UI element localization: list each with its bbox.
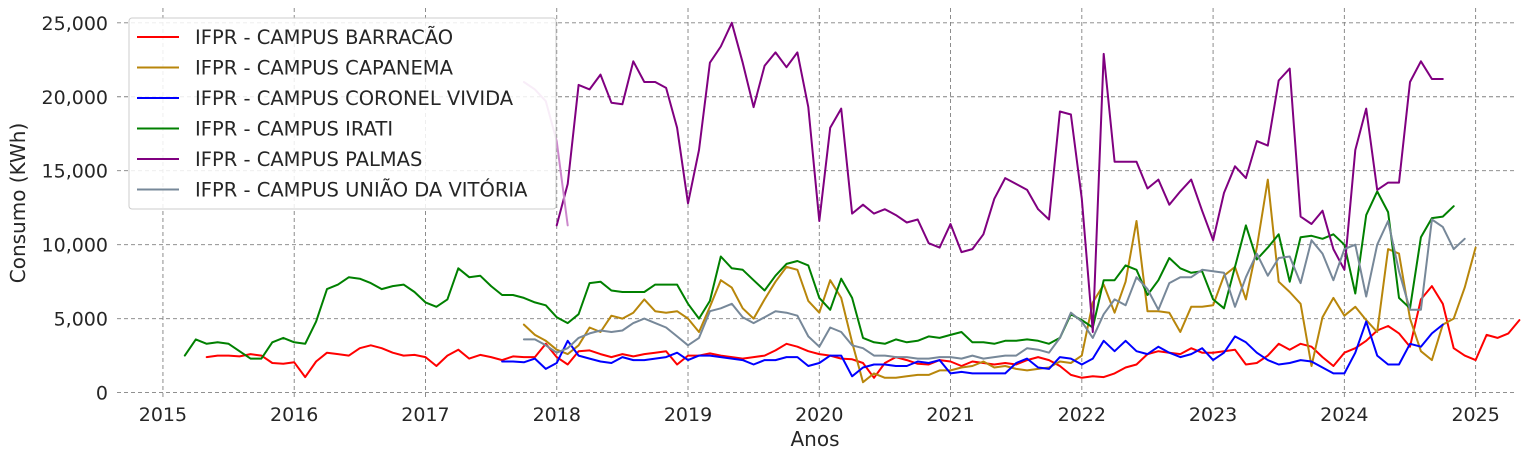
x-tick-labels: 2015 2016 2017 2018 2019 2020 2021 2022 2023 2024… [139,404,1500,426]
y-tick-label: 0 [96,383,108,405]
series-line-4 [555,21,1444,333]
series-line-1 [522,178,1477,384]
y-tick-label: 10,000 [42,235,108,257]
x-tick-label: 2024 [1320,404,1368,426]
legend-label: IFPR - CAMPUS UNIÃO DA VITÓRIA [195,178,528,202]
legend-box [128,17,557,210]
x-tick-label: 2022 [1058,404,1106,426]
y-tick-label: 25,000 [42,13,108,35]
y-axis-title: Consumo (KWh) [6,123,30,284]
legend-label: IFPR - CAMPUS CORONEL VIVIDA [195,87,514,110]
y-tick-label: 20,000 [42,87,108,109]
x-tick-label: 2018 [533,404,581,426]
legend-label: IFPR - CAMPUS BARRACÃO [195,26,453,49]
legend: IFPR - CAMPUS BARRACÃO IFPR - CAMPUS CAPA… [128,17,557,210]
x-tick-label: 2021 [926,404,974,426]
legend-label: IFPR - CAMPUS PALMAS [195,148,422,171]
x-tick-label: 2020 [795,404,843,426]
x-tick-label: 2016 [270,404,318,426]
series-line-0 [205,285,1521,379]
y-tick-labels: 0 5,000 10,000 15,000 20,000 25,000 [42,13,108,405]
series-line-2 [501,320,1444,378]
x-tick-label: 2023 [1189,404,1237,426]
legend-label: IFPR - CAMPUS CAPANEMA [195,57,454,80]
x-tick-label: 2015 [139,404,187,426]
y-tick-label: 5,000 [54,309,108,331]
series-line-3 [183,190,1455,360]
x-axis-title: Anos [790,427,839,451]
x-tick-label: 2025 [1451,404,1499,426]
series-line-5 [522,218,1466,360]
x-tick-label: 2017 [401,404,449,426]
y-tick-label: 15,000 [42,161,108,183]
legend-label: IFPR - CAMPUS IRATI [195,118,393,141]
x-tick-label: 2019 [664,404,712,426]
